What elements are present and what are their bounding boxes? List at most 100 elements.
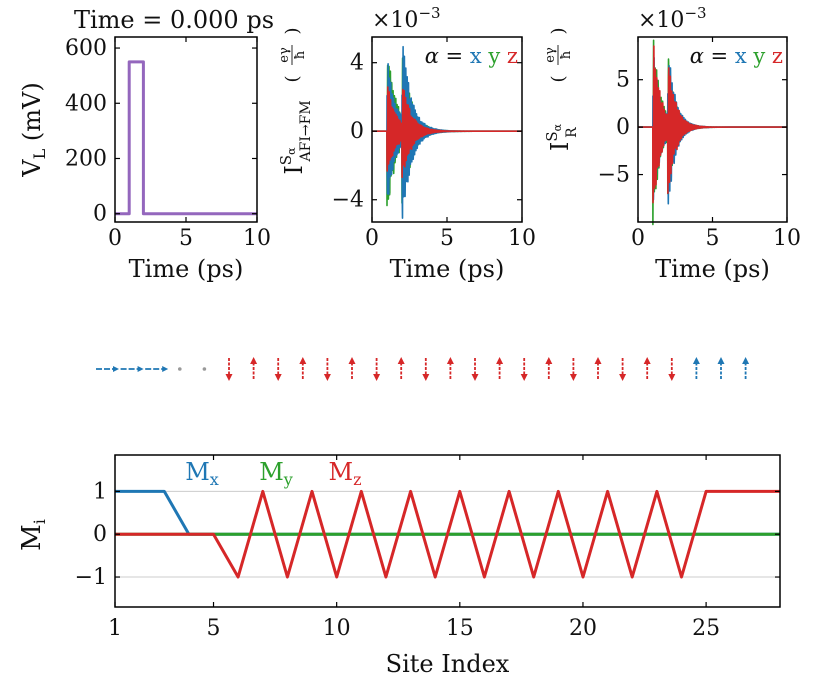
x-tick-label: 25 xyxy=(692,616,720,641)
series-label-main: M xyxy=(259,458,284,486)
series-label-main: M xyxy=(328,458,353,486)
ylabel-sup: S xyxy=(277,155,295,165)
ylabel-main: I xyxy=(280,165,308,174)
x-tick-label: 0 xyxy=(365,226,379,251)
unit-paren-close: ) xyxy=(282,27,303,34)
voltage-ylabel: VL (mV) xyxy=(18,82,49,177)
y-tick-label: 600 xyxy=(65,36,107,61)
current-legend: α = x y z xyxy=(425,44,518,68)
series-label-z: Mz xyxy=(328,458,361,489)
spin-arrowhead xyxy=(471,374,479,381)
spin-arrowhead xyxy=(162,366,169,372)
legend-label: α = xyxy=(690,44,735,68)
multiplier-exp: −3 xyxy=(418,4,440,22)
spin-arrowhead xyxy=(446,357,454,364)
current-ylabel: ISαR xyxy=(543,123,580,151)
y-tick-label: 5 xyxy=(616,68,630,93)
series-label-sub: y xyxy=(283,470,293,489)
y-tick-label: −1 xyxy=(75,565,107,590)
spin-dot xyxy=(178,367,182,371)
multiplier-exp: −3 xyxy=(684,4,706,22)
ylabel-sub: AFI→FM xyxy=(298,100,314,162)
current-series-z xyxy=(637,45,788,204)
ylabel-sub: R xyxy=(564,127,580,138)
unit-denominator: ħ xyxy=(293,50,308,59)
unit-numerator: eγ xyxy=(543,47,558,63)
voltage-xlabel: Time (ps) xyxy=(129,255,244,283)
x-tick-label: 5 xyxy=(179,226,193,251)
spin-arrowhead xyxy=(323,374,331,381)
series-label-y: My xyxy=(259,458,293,489)
unit-paren-open: ( xyxy=(548,75,569,82)
current-xlabel: Time (ps) xyxy=(655,255,770,283)
ylabel-supsub: α xyxy=(551,123,564,131)
spin-arrowhead xyxy=(397,357,405,364)
ylabel-unit: (eγ ħ) xyxy=(277,27,308,82)
ylabel-sub: L xyxy=(30,148,49,159)
spin-arrowhead xyxy=(545,357,553,364)
x-tick-label: 5 xyxy=(706,226,720,251)
spin-arrowhead xyxy=(137,366,144,372)
x-tick-label: 10 xyxy=(243,226,271,251)
ylabel-main: V xyxy=(18,159,46,178)
spin-chain xyxy=(96,357,750,381)
legend-label: α = xyxy=(425,44,470,68)
axes-frame xyxy=(114,454,781,608)
y-tick-label: 400 xyxy=(65,91,107,116)
spin-arrowhead xyxy=(250,357,258,364)
series-label-sub: z xyxy=(353,470,361,489)
ylabel-unit: (eγ ħ) xyxy=(543,27,574,82)
current-ylabel: ISαAFI→FM xyxy=(277,100,314,174)
y-tick-label: 0 xyxy=(616,115,630,140)
x-tick-label: 0 xyxy=(631,226,645,251)
current-legend: α = x y z xyxy=(690,44,783,68)
x-tick-label: 5 xyxy=(207,616,221,641)
ylabel-supsub: α xyxy=(285,147,298,155)
spin-arrowhead xyxy=(619,374,627,381)
legend-item-z: z xyxy=(772,44,783,68)
spin-arrowhead xyxy=(569,374,577,381)
spin-arrowhead xyxy=(594,357,602,364)
spin-dot xyxy=(202,367,207,371)
y-tick-label: 0 xyxy=(350,119,364,144)
series-label-main: M xyxy=(185,458,210,486)
spin-arrowhead xyxy=(496,357,504,364)
legend-item-y: y xyxy=(752,44,772,68)
voltage-title: Time = 0.000 ps xyxy=(74,6,274,34)
voltage-series-line xyxy=(115,60,257,216)
legend-item-x: x xyxy=(470,44,489,68)
spin-arrowhead xyxy=(422,374,430,381)
x-tick-label: 1 xyxy=(108,616,122,641)
y-tick-label: 4 xyxy=(350,51,364,76)
x-tick-label: 10 xyxy=(508,226,536,251)
spin-arrowhead xyxy=(668,374,676,381)
unit-denominator: ħ xyxy=(559,50,574,59)
spin-arrowhead xyxy=(373,374,381,381)
spin-arrowhead xyxy=(520,374,528,381)
magnetization-ylabel: Mi xyxy=(17,519,49,551)
spin-arrowhead xyxy=(299,357,307,364)
x-tick-label: 15 xyxy=(446,616,474,641)
spin-arrowhead xyxy=(742,357,750,364)
y-tick-label: 0 xyxy=(93,522,107,547)
legend-item-y: y xyxy=(487,44,507,68)
spin-arrowhead xyxy=(692,357,700,364)
y-tick-label: 0 xyxy=(93,202,107,227)
ylabel-sup: S xyxy=(543,131,561,141)
axes-frame xyxy=(114,36,258,223)
spin-arrowhead xyxy=(348,357,356,364)
unit-paren-open: ( xyxy=(282,75,303,82)
current-series-z xyxy=(371,86,523,179)
legend-item-x: x xyxy=(735,44,754,68)
magnetization-series-z xyxy=(115,489,780,579)
spin-arrowhead xyxy=(717,357,725,364)
ylabel-main: M xyxy=(17,524,47,551)
y-tick-label: −4 xyxy=(332,188,364,213)
multiplier-base: ×10 xyxy=(638,8,684,33)
multiplier-base: ×10 xyxy=(372,8,418,33)
current-multiplier: ×10−3 xyxy=(638,4,707,33)
